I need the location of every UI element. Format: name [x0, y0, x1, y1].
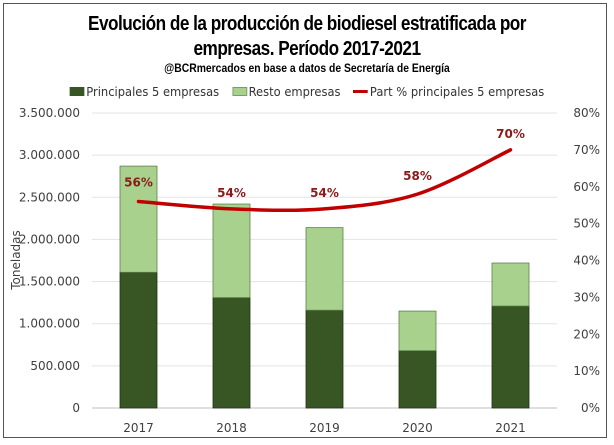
bar-resto	[491, 262, 530, 307]
y-tick-label: 1.500.000	[19, 275, 80, 289]
y2-tick-label: 30%	[573, 290, 600, 304]
chart-title-line1: Evolución de la producción de biodiesel …	[88, 13, 526, 35]
bar-principales	[212, 297, 251, 409]
y2-tick-label: 70%	[573, 143, 600, 157]
y2-tick-label: 10%	[573, 364, 600, 378]
y2-tick-label: 80%	[573, 106, 600, 120]
legend-label-principales: Principales 5 empresas	[86, 84, 220, 99]
data-label-part: 54%	[217, 186, 246, 200]
chart-title-line2: empresas. Período 2017-2021	[193, 38, 421, 60]
bar-resto	[398, 310, 437, 352]
line-part-principales	[136, 148, 513, 213]
y-tick-label: 2.500.000	[19, 190, 80, 204]
bar-resto	[305, 227, 344, 311]
data-label-part: 54%	[310, 186, 339, 200]
legend-swatch-resto	[232, 87, 247, 96]
legend-item-resto: Resto empresas	[232, 84, 340, 99]
data-label-part: 70%	[496, 127, 525, 141]
y-tick-label: 0	[72, 401, 80, 415]
legend-item-part: Part % principales 5 empresas	[353, 84, 544, 99]
legend-swatch-principales	[69, 87, 85, 96]
legend-line-part	[353, 90, 369, 93]
y2-tick-label: 20%	[573, 327, 600, 341]
y2-tick-label: 60%	[573, 180, 600, 194]
data-label-part: 58%	[403, 169, 432, 183]
y2-tick-label: 50%	[573, 217, 600, 231]
chart-subtitle: @BCRmercados en base a datos de Secretar…	[164, 63, 450, 75]
legend-label-part: Part % principales 5 empresas	[369, 84, 545, 99]
bar-resto	[119, 165, 158, 273]
y-tick-label: 2.000.000	[19, 232, 80, 246]
data-label-part: 56%	[124, 176, 153, 190]
bar-principales	[305, 309, 344, 409]
legend: Principales 5 empresas Resto empresas Pa…	[25, 84, 590, 99]
bar-resto	[212, 203, 251, 298]
y-tick-label: 3.000.000	[19, 148, 80, 162]
y-axis-label: Toneladas	[9, 230, 23, 291]
x-tick-label: 2020	[402, 421, 433, 435]
legend-item-principales: Principales 5 empresas	[69, 84, 220, 99]
y2-tick-label: 40%	[573, 254, 600, 268]
x-tick-label: 2018	[216, 421, 247, 435]
y-tick-label: 500.000	[30, 359, 80, 373]
bar-principales	[398, 350, 437, 409]
legend-label-resto: Resto empresas	[248, 84, 341, 99]
y-tick-label: 3.500.000	[19, 106, 80, 120]
y-tick-label: 1.000.000	[19, 317, 80, 331]
x-tick-label: 2017	[123, 421, 154, 435]
x-tick-label: 2021	[495, 421, 526, 435]
bar-principales	[491, 305, 530, 409]
bar-principales	[119, 271, 158, 409]
x-tick-label: 2019	[309, 421, 340, 435]
y2-tick-label: 0%	[581, 401, 600, 415]
